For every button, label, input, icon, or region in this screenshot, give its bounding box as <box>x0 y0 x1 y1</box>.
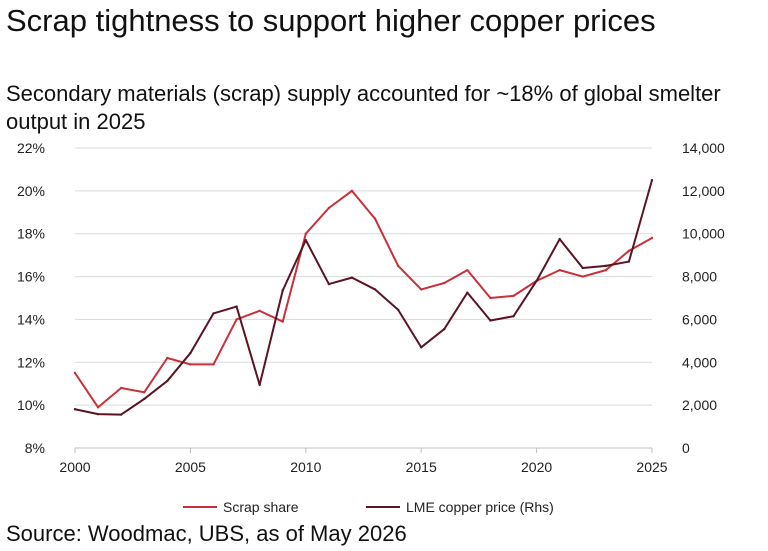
x-tick-label: 2025 <box>636 459 667 475</box>
scrap-share-point <box>166 356 169 360</box>
x-tick-label: 2000 <box>59 459 90 475</box>
lme-copper-price-point <box>96 412 100 416</box>
chart-subtitle: Secondary materials (scrap) supply accou… <box>6 81 721 134</box>
lme-copper-price-point <box>443 327 446 331</box>
chart-title: Scrap tightness to support higher copper… <box>6 3 656 38</box>
lme-copper-price-point <box>396 308 400 311</box>
legend-label-lme-copper-price: LME copper price (Rhs) <box>406 499 554 515</box>
lme-copper-price-point <box>581 266 584 270</box>
lme-copper-price-point <box>420 346 423 349</box>
lme-copper-price-point <box>489 319 492 322</box>
scrap-share-point <box>96 406 100 409</box>
lme-copper-price-point <box>73 408 77 411</box>
lme-copper-price-point <box>466 291 469 294</box>
scrap-share-point <box>396 264 400 268</box>
scrap-share-point <box>489 296 492 300</box>
gridlines <box>75 147 652 449</box>
y-left-tick-label: 22% <box>17 140 45 156</box>
y-right-tick-label: 4,000 <box>682 354 717 370</box>
y-right-tick-label: 10,000 <box>682 226 725 242</box>
scrap-share-point <box>650 236 654 240</box>
y-left-tick-label: 8% <box>25 440 45 456</box>
lme-copper-price-line <box>74 179 653 416</box>
y-left-tick-label: 12% <box>17 354 45 370</box>
x-tick-label: 2020 <box>521 459 552 475</box>
y-left-tick-label: 14% <box>17 311 45 327</box>
scrap-share-point <box>304 232 307 235</box>
lme-copper-price-point <box>535 279 538 283</box>
scrap-share-point <box>119 386 123 390</box>
x-tick-label: 2015 <box>406 459 437 475</box>
axes: 8% 0 10% 2,000 12% 4,000 14% 6,000 16% 8,000 18% 10… <box>17 140 725 475</box>
lme-copper-price-point <box>166 379 169 383</box>
lme-copper-price-point <box>350 276 354 279</box>
source-note: Source: Woodmac, UBS, as of May 2026 <box>6 521 407 546</box>
lme-copper-price-point <box>373 288 377 291</box>
scrap-share-point <box>443 281 446 285</box>
y-right-tick-label: 12,000 <box>682 183 725 199</box>
scrap-share-point <box>466 268 469 272</box>
scrap-share-point <box>420 288 423 291</box>
scrap-share-point <box>189 363 192 366</box>
y-right-tick-label: 2,000 <box>682 397 717 413</box>
series-lines <box>73 178 654 416</box>
scrap-share-point <box>258 309 261 313</box>
lme-copper-price-point <box>604 264 608 268</box>
scrap-share-point <box>627 249 631 253</box>
y-left-tick-label: 16% <box>17 269 45 285</box>
scrap-share-point <box>212 363 215 366</box>
legend-label-scrap-share: Scrap share <box>223 499 299 515</box>
lme-copper-price-point <box>119 413 123 416</box>
line-chart: 8% 0 10% 2,000 12% 4,000 14% 6,000 16% 8,000 18% 10… <box>17 140 725 515</box>
y-right-tick-label: 0 <box>682 440 690 456</box>
lme-copper-price-point <box>235 305 238 308</box>
scrap-share-point <box>281 320 284 323</box>
lme-copper-price-point <box>558 237 561 241</box>
scrap-share-point <box>604 268 608 272</box>
y-right-tick-label: 6,000 <box>682 311 717 327</box>
scrap-share-point <box>350 189 354 193</box>
lme-copper-price-point <box>258 383 261 386</box>
lme-copper-price-point <box>212 312 215 315</box>
lme-copper-price-point <box>650 178 654 182</box>
y-left-tick-label: 10% <box>17 397 45 413</box>
lme-copper-price-point <box>627 260 631 263</box>
scrap-share-point <box>143 391 146 394</box>
scrap-share-point <box>327 206 331 210</box>
scrap-share-point <box>235 318 238 321</box>
y-left-tick-label: 20% <box>17 183 45 199</box>
x-tick-label: 2010 <box>290 459 321 475</box>
lme-copper-price-point <box>327 282 331 286</box>
lme-copper-price-point <box>189 351 192 355</box>
lme-copper-price-point <box>512 315 515 318</box>
lme-copper-price-point <box>143 397 146 401</box>
y-right-tick-label: 8,000 <box>682 269 717 285</box>
scrap-share-line <box>74 189 653 409</box>
lme-copper-price-point <box>304 238 307 242</box>
scrap-share-point <box>73 371 77 375</box>
scrap-share-point <box>373 217 377 220</box>
scrap-share-point <box>558 268 561 272</box>
y-left-tick-label: 18% <box>17 226 45 242</box>
y-right-tick-label: 14,000 <box>682 140 725 156</box>
x-tick-label: 2005 <box>175 459 206 475</box>
scrap-share-point <box>512 294 515 298</box>
legend: Scrap share LME copper price (Rhs) <box>183 499 554 515</box>
lme-copper-price-point <box>281 289 284 292</box>
scrap-share-point <box>581 275 584 278</box>
